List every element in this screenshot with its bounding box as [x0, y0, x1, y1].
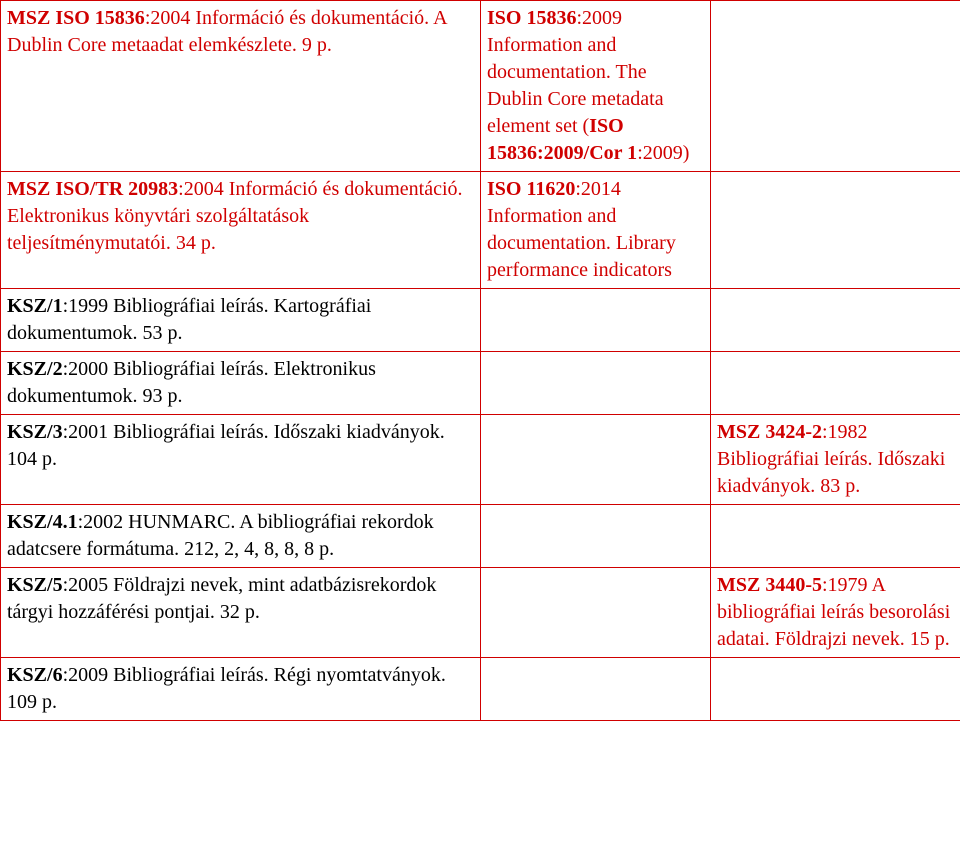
table-row: KSZ/2:2000 Bibliográfiai leírás. Elektro…: [1, 352, 960, 415]
cell-c3: [711, 289, 960, 352]
standard-code: KSZ/2: [7, 358, 63, 380]
standard-code: MSZ ISO 15836: [7, 7, 145, 29]
standard-desc: :2009 Bibliográfiai leírás. Régi nyomtat…: [7, 664, 446, 713]
standard-code: KSZ/3: [7, 421, 63, 443]
standard-desc: :2001 Bibliográfiai leírás. Időszaki kia…: [7, 421, 445, 470]
cell-c2: ISO 15836:2009 Information and documenta…: [481, 1, 711, 172]
standard-code: MSZ ISO/TR 20983: [7, 178, 178, 200]
cell-c2: [481, 568, 711, 658]
standard-code: MSZ 3440-5: [717, 574, 822, 596]
table-row: KSZ/6:2009 Bibliográfiai leírás. Régi ny…: [1, 658, 960, 721]
cell-c1: MSZ ISO/TR 20983:2004 Információ és doku…: [1, 172, 481, 289]
cell-c3: [711, 658, 960, 721]
standard-code: KSZ/6: [7, 664, 63, 686]
cell-c2: [481, 289, 711, 352]
cell-c3: MSZ 3440-5:1979 A bibliográfiai leírás b…: [711, 568, 960, 658]
standard-code: KSZ/5: [7, 574, 63, 596]
table-row: MSZ ISO 15836:2004 Információ és dokumen…: [1, 1, 960, 172]
cell-c3: [711, 505, 960, 568]
standard-code: ISO 15836: [487, 7, 576, 29]
cell-c1: KSZ/5:2005 Földrajzi nevek, mint adatbáz…: [1, 568, 481, 658]
standard-code: KSZ/4.1: [7, 511, 78, 533]
cell-c3: [711, 172, 960, 289]
cell-c1: KSZ/6:2009 Bibliográfiai leírás. Régi ny…: [1, 658, 481, 721]
standard-code: KSZ/1: [7, 295, 63, 317]
table-row: KSZ/5:2005 Földrajzi nevek, mint adatbáz…: [1, 568, 960, 658]
cell-c1: KSZ/4.1:2002 HUNMARC. A bibliográfiai re…: [1, 505, 481, 568]
standard-desc: :2009): [637, 142, 689, 164]
cell-c2: [481, 505, 711, 568]
table-row: MSZ ISO/TR 20983:2004 Információ és doku…: [1, 172, 960, 289]
cell-c1: KSZ/2:2000 Bibliográfiai leírás. Elektro…: [1, 352, 481, 415]
cell-c1: KSZ/1:1999 Bibliográfiai leírás. Kartogr…: [1, 289, 481, 352]
cell-c2: [481, 658, 711, 721]
cell-c2: [481, 415, 711, 505]
standard-desc: :2005 Földrajzi nevek, mint adatbázisrek…: [7, 574, 436, 623]
cell-c2: ISO 11620:2014 Information and documenta…: [481, 172, 711, 289]
cell-c1: MSZ ISO 15836:2004 Információ és dokumen…: [1, 1, 481, 172]
table-row: KSZ/4.1:2002 HUNMARC. A bibliográfiai re…: [1, 505, 960, 568]
standard-desc: :2000 Bibliográfiai leírás. Elektronikus…: [7, 358, 376, 407]
cell-c3: [711, 352, 960, 415]
cell-c3: [711, 1, 960, 172]
cell-c2: [481, 352, 711, 415]
table-row: KSZ/1:1999 Bibliográfiai leírás. Kartogr…: [1, 289, 960, 352]
standard-code: ISO 11620: [487, 178, 575, 200]
standard-desc: :1999 Bibliográfiai leírás. Kartográfiai…: [7, 295, 371, 344]
standards-table: MSZ ISO 15836:2004 Információ és dokumen…: [0, 0, 960, 721]
cell-c1: KSZ/3:2001 Bibliográfiai leírás. Időszak…: [1, 415, 481, 505]
table-row: KSZ/3:2001 Bibliográfiai leírás. Időszak…: [1, 415, 960, 505]
cell-c3: MSZ 3424-2:1982 Bibliográfiai leírás. Id…: [711, 415, 960, 505]
standard-code: MSZ 3424-2: [717, 421, 822, 443]
